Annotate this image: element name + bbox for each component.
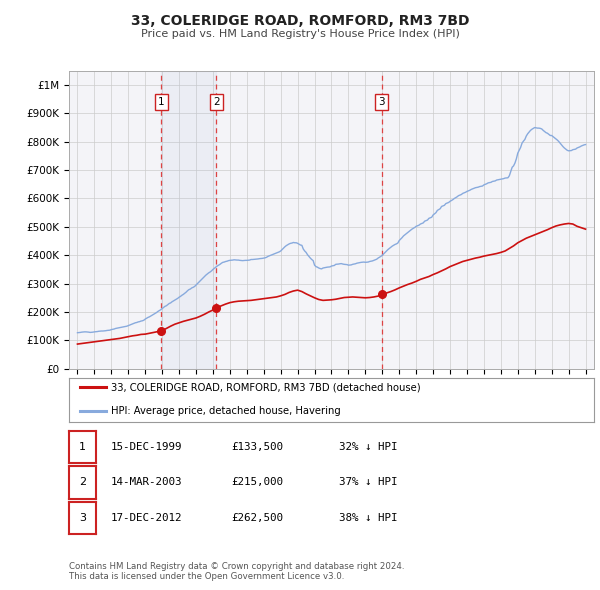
Text: £133,500: £133,500 [231,442,283,452]
Text: 33, COLERIDGE ROAD, ROMFORD, RM3 7BD: 33, COLERIDGE ROAD, ROMFORD, RM3 7BD [131,14,469,28]
Text: £215,000: £215,000 [231,477,283,487]
Text: 1: 1 [79,442,86,452]
Text: Price paid vs. HM Land Registry's House Price Index (HPI): Price paid vs. HM Land Registry's House … [140,30,460,39]
Text: £262,500: £262,500 [231,513,283,523]
Text: 2: 2 [79,477,86,487]
Text: 3: 3 [378,97,385,107]
Text: 15-DEC-1999: 15-DEC-1999 [111,442,182,452]
Text: 1: 1 [158,97,165,107]
Text: 17-DEC-2012: 17-DEC-2012 [111,513,182,523]
Text: Contains HM Land Registry data © Crown copyright and database right 2024.
This d: Contains HM Land Registry data © Crown c… [69,562,404,581]
Text: HPI: Average price, detached house, Havering: HPI: Average price, detached house, Have… [111,406,341,416]
Bar [161,71,217,369]
Text: 37% ↓ HPI: 37% ↓ HPI [339,477,397,487]
Text: 2: 2 [213,97,220,107]
Text: 3: 3 [79,513,86,523]
Text: 38% ↓ HPI: 38% ↓ HPI [339,513,397,523]
Text: 33, COLERIDGE ROAD, ROMFORD, RM3 7BD (detached house): 33, COLERIDGE ROAD, ROMFORD, RM3 7BD (de… [111,382,421,392]
Text: 32% ↓ HPI: 32% ↓ HPI [339,442,397,452]
Text: 14-MAR-2003: 14-MAR-2003 [111,477,182,487]
